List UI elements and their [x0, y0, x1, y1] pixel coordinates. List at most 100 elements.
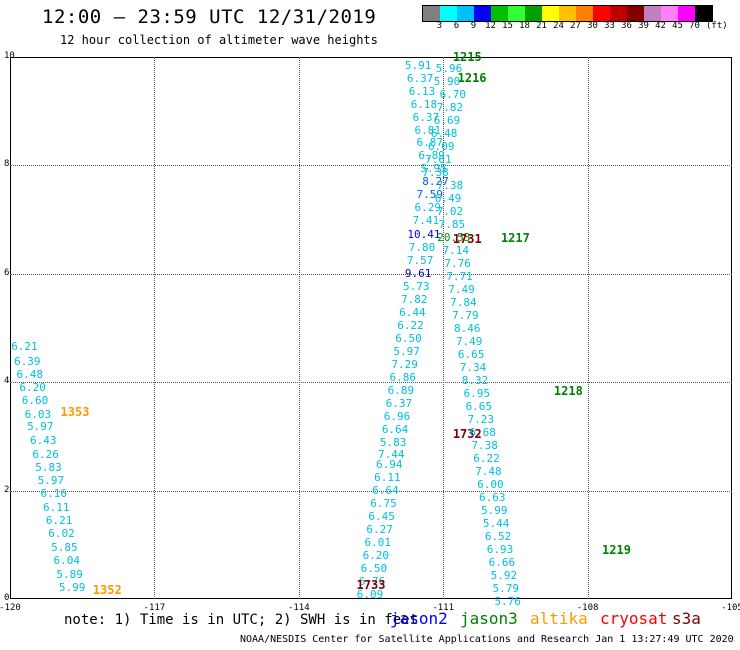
wave-height-value: 5.99 — [480, 504, 508, 518]
legend-label: 42 — [655, 21, 666, 31]
wave-height-value: 6.16 — [40, 487, 68, 501]
satellite-label-cryosat: cryosat — [600, 609, 668, 628]
wave-height-value: 7.14 — [442, 243, 469, 257]
wave-height-value: 8.46 — [454, 322, 481, 335]
wave-height-value: 7.01 — [425, 152, 452, 166]
y-tick-label: 6 — [4, 267, 10, 278]
wave-height-value: 6.50 — [395, 331, 422, 345]
pass-time-label: 1733 — [356, 578, 386, 593]
wave-height-value: 6.87 — [416, 136, 443, 150]
wave-height-value: 5.91 — [404, 59, 432, 73]
wave-height-value: 6.86 — [389, 370, 417, 384]
wave-height-value: 6.13 — [408, 85, 436, 99]
wave-height-value: 6.37 — [412, 110, 440, 124]
wave-height-value: 6.64 — [372, 484, 399, 498]
wave-height-value: 6.04 — [53, 553, 81, 567]
wave-height-value: 5.83 — [35, 460, 62, 474]
legend-swatch — [440, 6, 457, 21]
wave-height-value: 5.44 — [482, 517, 510, 531]
pass-time-label: 1731 — [452, 231, 482, 246]
y-tick-label: 2 — [4, 484, 10, 495]
legend-label: 45 — [672, 21, 683, 31]
wave-height-value: 6.45 — [368, 510, 395, 524]
legend-swatch — [678, 6, 695, 21]
x-tick-label: -105 — [721, 603, 740, 613]
wave-height-value: 6.20 — [362, 549, 390, 563]
wave-height-value: 6.66 — [488, 556, 516, 570]
x-tick-label: -117 — [143, 603, 166, 613]
map-frame — [10, 57, 732, 599]
legend-label: 21 — [536, 21, 547, 31]
wave-height-value: 6.81 — [414, 123, 442, 137]
legend-swatch — [610, 6, 627, 21]
wave-height-value: 5.89 — [56, 567, 83, 581]
wave-height-value: 7.79 — [452, 308, 479, 322]
wave-height-value: 6.94 — [376, 458, 403, 472]
wave-height-value: 7.49 — [455, 335, 483, 348]
wave-height-value: 6.50 — [360, 562, 388, 576]
legend-label: 3 — [436, 21, 443, 31]
wave-height-value: 6.48 — [16, 367, 43, 381]
y-tick-label: 4 — [4, 376, 10, 387]
wave-height-value: 6.39 — [14, 354, 41, 368]
legend-swatch — [576, 6, 593, 21]
wave-height-value: 6.65 — [457, 348, 485, 362]
wave-height-value: 6.20 — [19, 381, 46, 395]
wave-height-value: 5.97 — [27, 420, 54, 434]
wave-height-value: 6.52 — [484, 530, 512, 544]
wave-height-value: 7.82 — [401, 292, 428, 306]
satellite-label-altika: altika — [530, 609, 588, 628]
wave-height-value: 6.89 — [387, 383, 415, 397]
y-tick-label: 8 — [4, 159, 10, 170]
wave-height-value: 6.49 — [434, 191, 462, 205]
legend-swatch — [508, 6, 525, 21]
legend-swatch — [491, 6, 508, 21]
wave-height-value: 6.43 — [29, 434, 57, 448]
wave-height-value: 7.02 — [436, 204, 464, 218]
wave-height-value: 6.22 — [397, 318, 424, 332]
wave-height-value: 6.70 — [439, 87, 467, 101]
legend-swatch — [593, 6, 610, 21]
legend-unit: (ft) — [706, 21, 728, 31]
wave-height-value: 10.41 — [407, 227, 441, 241]
wave-height-value: 9.61 — [404, 266, 432, 280]
satellite-label-s3a: s3a — [672, 609, 701, 628]
wave-height-value: 7.76 — [444, 256, 471, 270]
grid-line-vertical — [443, 57, 445, 599]
wave-height-value: 5.79 — [492, 582, 520, 596]
legend-swatch — [457, 6, 474, 21]
wave-height-value: 5.95 — [420, 162, 447, 176]
wave-height-value: 5.97 — [393, 344, 420, 358]
footer-note: note: 1) Time is in UTC; 2) SWH is in fe… — [64, 612, 419, 628]
wave-height-value: 7.34 — [459, 361, 487, 375]
wave-height-value: 7.48 — [475, 465, 502, 479]
legend-swatch — [644, 6, 661, 21]
pass-time-label: 1352 — [92, 583, 122, 598]
legend-swatch — [423, 6, 440, 21]
pass-time-label: 1215 — [452, 50, 482, 64]
wave-height-value: 20.53 — [437, 230, 471, 244]
wave-height-value: 6.26 — [32, 447, 59, 461]
legend-label: 30 — [587, 21, 598, 31]
legend-swatch — [627, 6, 644, 21]
satellite-label-jason2: jason2 — [390, 609, 448, 628]
page-title: 12:00 — 23:59 UTC 12/31/2019 — [42, 6, 377, 28]
wave-height-value: 6.68 — [469, 426, 496, 440]
wave-height-value: 6.22 — [473, 452, 500, 466]
wave-height-value: 5.73 — [402, 279, 430, 293]
wave-height-value: 7.23 — [467, 413, 494, 427]
wave-height-value: 6.89 — [418, 149, 445, 163]
pass-time-label: 1218 — [553, 384, 583, 399]
pass-time-label: 1216 — [457, 70, 487, 85]
wave-height-value: 6.03 — [24, 407, 52, 421]
wave-height-value: 7.59 — [416, 188, 443, 202]
legend-label: 12 — [485, 21, 496, 31]
wave-height-value: 6.09 — [356, 588, 384, 602]
wave-height-value: 6.65 — [465, 400, 493, 414]
grid-line-vertical — [587, 57, 589, 599]
grid-line-horizontal — [10, 165, 732, 167]
wave-height-value: 7.29 — [391, 357, 418, 371]
wave-height-value: 6.37 — [385, 396, 413, 410]
wave-height-value: 6.00 — [477, 478, 504, 492]
legend-label: 39 — [638, 21, 649, 31]
